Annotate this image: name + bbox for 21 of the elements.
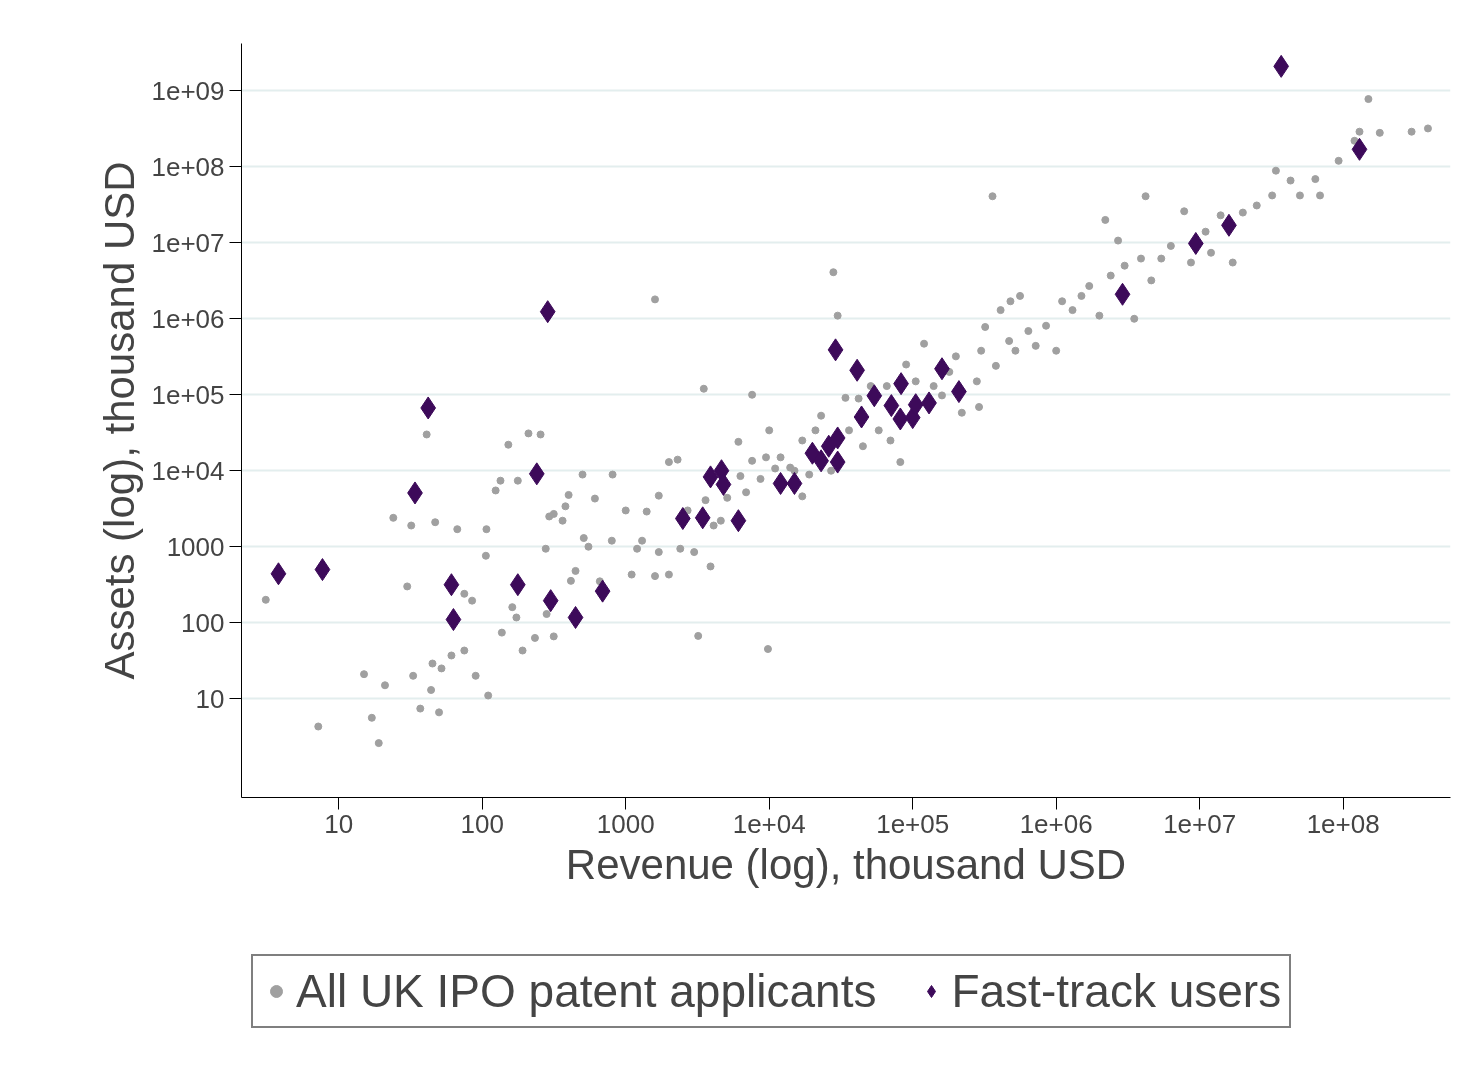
y-axis-title: Assets (log), thousand USD	[96, 161, 144, 680]
x-tick-label: 1e+08	[1306, 808, 1380, 839]
x-tick-label: 1e+05	[876, 808, 950, 839]
y-tick-label: 1e+09	[151, 75, 225, 106]
y-tick-label: 1e+04	[151, 455, 225, 486]
y-tick-label: 100	[181, 607, 225, 638]
x-tick-label: 1e+07	[1163, 808, 1237, 839]
x-tick-label: 100	[460, 808, 504, 839]
y-tick-label: 1000	[166, 531, 225, 562]
y-tick-label: 1e+06	[151, 303, 225, 334]
x-axis-title: Revenue (log), thousand USD	[565, 840, 1127, 888]
x-tick-label: 1e+04	[732, 808, 806, 839]
x-tick-label: 1e+06	[1019, 808, 1093, 839]
y-tick-label: 10	[195, 683, 225, 714]
x-tick-label: 1000	[596, 808, 655, 839]
y-tick-label: 1e+07	[151, 227, 225, 258]
x-tick-label: 10	[324, 808, 354, 839]
legend-label: All UK IPO patent applicants	[296, 964, 877, 1018]
y-tick-label: 1e+08	[151, 151, 225, 182]
legend-label: Fast-track users	[951, 964, 1282, 1018]
y-tick-label: 1e+05	[151, 379, 225, 410]
